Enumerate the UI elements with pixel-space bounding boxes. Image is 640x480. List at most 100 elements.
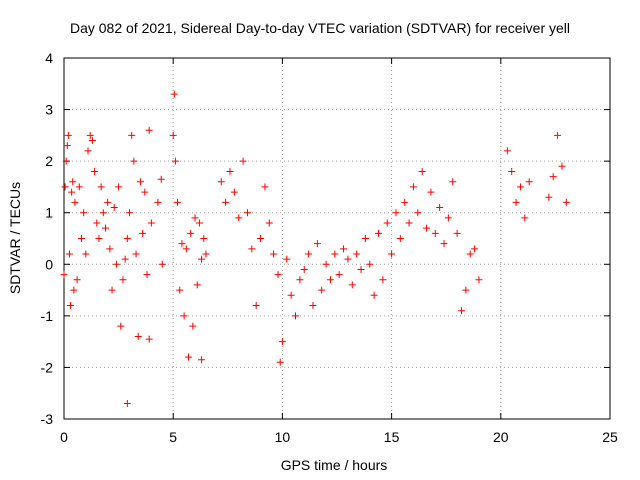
data-point <box>130 157 138 165</box>
data-point <box>525 178 533 186</box>
data-point <box>67 302 75 310</box>
x-tick-label: 15 <box>384 429 400 445</box>
data-point <box>226 167 234 175</box>
data-point <box>198 255 206 263</box>
data-point <box>562 198 570 206</box>
x-tick-label: 10 <box>275 429 291 445</box>
data-point <box>335 271 343 279</box>
gridlines <box>64 58 610 419</box>
data-point <box>274 271 282 279</box>
data-point <box>126 209 134 217</box>
data-point <box>61 183 69 191</box>
data-point <box>554 131 562 139</box>
data-point <box>549 173 557 181</box>
data-point <box>91 167 99 175</box>
chart-title: Day 082 of 2021, Sidereal Day-to-day VTE… <box>70 20 570 36</box>
data-point <box>104 198 112 206</box>
data-point <box>176 286 184 294</box>
data-point <box>182 245 190 253</box>
data-point <box>230 188 238 196</box>
data-point <box>453 229 461 237</box>
data-points <box>60 90 570 408</box>
data-point <box>77 235 85 242</box>
data-point <box>257 235 265 242</box>
data-point <box>462 286 470 294</box>
data-point <box>340 245 348 253</box>
data-point <box>121 255 129 263</box>
data-point <box>444 214 452 222</box>
data-point <box>60 271 68 279</box>
data-point <box>157 175 165 183</box>
data-point <box>117 322 125 330</box>
data-point <box>136 178 144 186</box>
data-point <box>516 183 524 191</box>
data-point <box>171 157 179 165</box>
data-point <box>235 214 243 222</box>
data-point <box>69 178 77 186</box>
data-point <box>145 335 153 343</box>
x-tick-label: 5 <box>169 429 177 445</box>
data-point <box>128 131 136 139</box>
data-point <box>521 214 529 222</box>
data-point <box>80 209 88 217</box>
data-point <box>97 183 105 191</box>
data-point <box>143 271 151 279</box>
data-point <box>361 235 369 242</box>
data-point <box>123 235 131 242</box>
y-tick-label: -2 <box>41 359 54 375</box>
data-point <box>383 219 391 227</box>
data-point <box>401 198 409 206</box>
data-point <box>436 204 444 212</box>
x-tick-label: 25 <box>602 429 618 445</box>
data-point <box>108 286 116 294</box>
data-point <box>178 240 186 248</box>
data-point <box>326 276 334 284</box>
data-point <box>423 224 431 232</box>
data-point <box>278 338 286 346</box>
data-point <box>265 219 273 227</box>
data-point <box>84 147 92 155</box>
data-point <box>191 214 199 222</box>
y-tick-label: 3 <box>45 102 53 118</box>
data-point <box>318 286 326 294</box>
data-point <box>123 400 131 408</box>
data-point <box>357 265 365 273</box>
data-point <box>202 250 210 258</box>
data-point <box>132 250 140 258</box>
data-point <box>145 126 153 134</box>
data-point <box>305 250 313 258</box>
data-point <box>139 229 147 237</box>
data-point <box>68 188 76 196</box>
data-point <box>418 167 426 175</box>
data-point <box>106 245 114 253</box>
data-point <box>82 250 90 258</box>
data-point <box>99 209 107 217</box>
data-point <box>86 131 94 139</box>
data-point <box>110 204 118 212</box>
data-point <box>457 307 465 315</box>
data-point <box>503 147 511 155</box>
data-point <box>296 276 304 284</box>
data-point <box>248 245 256 253</box>
data-point <box>283 255 291 263</box>
data-point <box>300 265 308 273</box>
data-point <box>65 250 73 258</box>
data-point <box>193 281 201 289</box>
data-point <box>243 209 251 217</box>
data-point <box>189 322 197 330</box>
data-point <box>388 250 396 258</box>
data-point <box>512 198 520 206</box>
data-point <box>261 183 269 191</box>
data-point <box>292 312 300 320</box>
data-point <box>558 162 566 170</box>
data-point <box>287 291 295 299</box>
data-point <box>374 229 382 237</box>
data-point <box>508 167 516 175</box>
data-point <box>75 183 83 191</box>
data-point <box>73 276 81 284</box>
data-point <box>431 229 439 237</box>
data-point <box>239 157 247 165</box>
axis-ticks: 0 5 10 15 20 25 -3 -2 -1 0 1 2 3 4 <box>41 50 618 445</box>
y-tick-label: 2 <box>45 153 53 169</box>
